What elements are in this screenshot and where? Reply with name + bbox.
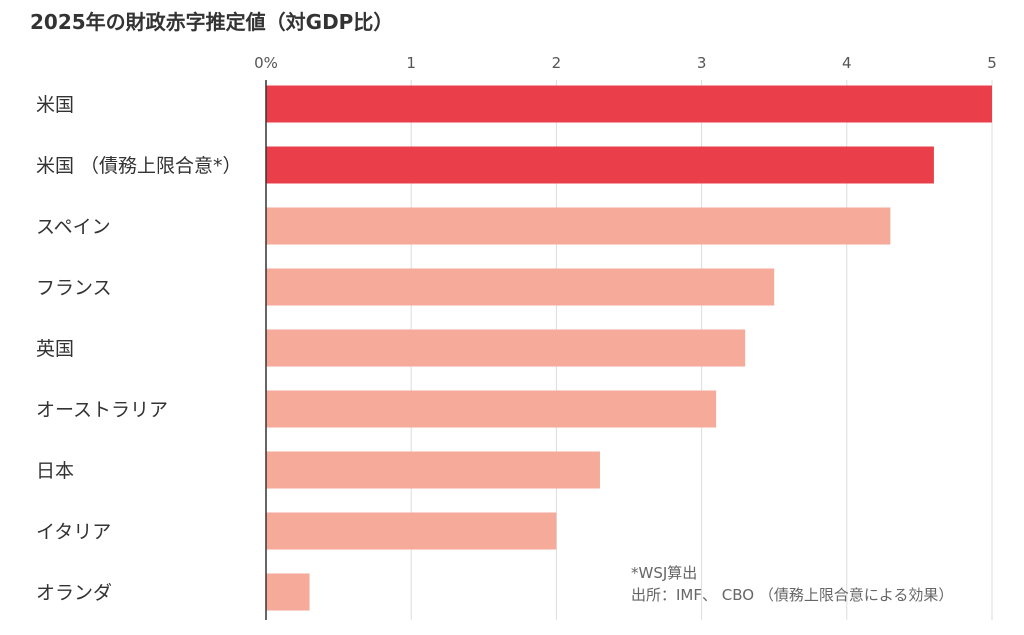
category-label: フランス [36,277,112,299]
category-label: オーストラリア [36,399,168,421]
category-label: 英国 [36,338,74,360]
chart-title: 2025年の財政赤字推定値（対GDP比） [30,10,394,34]
x-tick-label: 3 [697,54,707,72]
bar [266,573,310,611]
category-label: スペイン [36,216,111,238]
x-tick-label: 5 [987,54,997,72]
x-tick-label: 4 [842,54,852,72]
x-tick-label: 2 [552,54,562,72]
bar [266,146,934,184]
footnote: 出所：IMF、 CBO （債務上限合意による効果） [631,586,953,604]
x-tick-label: 1 [406,54,416,72]
bar [266,451,600,489]
category-label: オランダ [36,582,112,604]
bar [266,390,717,428]
bar [266,329,746,367]
bar [266,85,992,123]
x-tick-label: 0% [254,54,278,72]
category-label: 日本 [36,460,74,482]
category-label: イタリア [36,521,111,543]
bar [266,207,891,245]
bar [266,512,557,550]
category-label: 米国 [36,94,74,116]
category-label: 米国 （債務上限合意*） [36,155,242,177]
bar [266,268,775,306]
footnote: *WSJ算出 [631,564,697,582]
